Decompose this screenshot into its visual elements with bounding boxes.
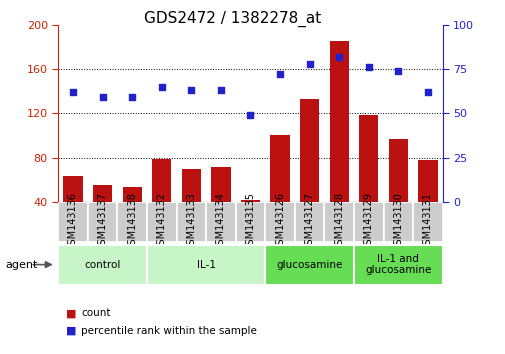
Bar	[418, 160, 437, 246]
Bar	[152, 159, 171, 246]
Bar	[117, 202, 146, 242]
Bar	[181, 169, 200, 246]
Point	[98, 95, 107, 100]
Text: GSM143135: GSM143135	[245, 192, 255, 251]
Text: control: control	[84, 259, 121, 270]
Bar	[235, 202, 265, 242]
Text: GSM143136: GSM143136	[68, 192, 78, 251]
Bar	[324, 202, 353, 242]
Bar	[63, 176, 82, 246]
Bar	[265, 202, 294, 242]
Bar	[359, 115, 378, 246]
Text: IL-1 and
glucosamine: IL-1 and glucosamine	[365, 254, 431, 275]
Bar	[58, 245, 146, 285]
Bar	[265, 245, 354, 285]
Bar	[87, 202, 117, 242]
Bar	[146, 245, 265, 285]
Point	[364, 64, 372, 70]
Text: GSM143128: GSM143128	[334, 192, 343, 251]
Text: GSM143131: GSM143131	[422, 192, 432, 251]
Text: GSM143137: GSM143137	[97, 192, 108, 251]
Bar	[354, 202, 383, 242]
Text: percentile rank within the sample: percentile rank within the sample	[81, 326, 257, 336]
Point	[158, 84, 166, 90]
Text: ■: ■	[66, 308, 76, 318]
Point	[246, 112, 254, 118]
Point	[69, 89, 77, 95]
Bar	[58, 202, 87, 242]
Bar	[122, 187, 141, 246]
Point	[423, 89, 431, 95]
Bar	[388, 139, 407, 246]
Bar	[211, 167, 230, 246]
Bar	[383, 202, 413, 242]
Bar	[270, 135, 289, 246]
Text: GSM143132: GSM143132	[157, 192, 166, 251]
Text: IL-1: IL-1	[196, 259, 215, 270]
Point	[217, 87, 225, 93]
Bar	[176, 202, 206, 242]
Text: agent: agent	[5, 259, 37, 270]
Bar	[93, 185, 112, 246]
Point	[305, 61, 313, 67]
Bar	[329, 41, 348, 246]
Point	[393, 68, 401, 74]
Bar	[299, 99, 319, 246]
Text: GSM143129: GSM143129	[363, 192, 373, 251]
Bar	[146, 202, 176, 242]
Text: ■: ■	[66, 326, 76, 336]
Bar	[354, 245, 442, 285]
Bar	[206, 202, 235, 242]
Text: count: count	[81, 308, 110, 318]
Point	[334, 54, 342, 59]
Point	[187, 87, 195, 93]
Text: GSM143126: GSM143126	[275, 192, 284, 251]
Text: GSM143133: GSM143133	[186, 192, 196, 251]
Text: GDS2472 / 1382278_at: GDS2472 / 1382278_at	[144, 11, 321, 27]
Bar	[294, 202, 324, 242]
Text: GSM143130: GSM143130	[392, 192, 402, 251]
Point	[128, 95, 136, 100]
Bar	[240, 200, 260, 246]
Bar	[413, 202, 442, 242]
Text: GSM143127: GSM143127	[304, 192, 314, 251]
Text: glucosamine: glucosamine	[276, 259, 342, 270]
Point	[275, 72, 283, 77]
Text: GSM143134: GSM143134	[216, 192, 225, 251]
Text: GSM143138: GSM143138	[127, 192, 137, 251]
